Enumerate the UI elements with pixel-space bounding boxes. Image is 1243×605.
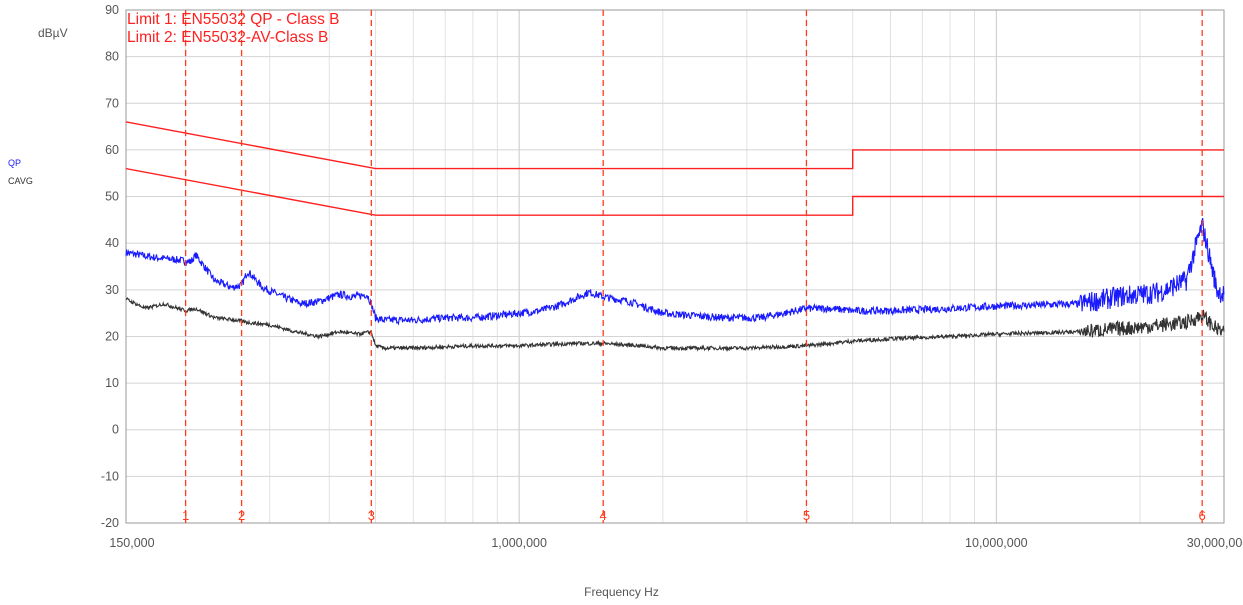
legend-qp: QP	[8, 158, 22, 168]
x-tick-label: 10,000,000	[965, 536, 1028, 550]
y-tick-label: -20	[101, 516, 119, 530]
series-cavg-line	[125, 297, 1225, 352]
y-tick-label: 90	[105, 3, 119, 17]
plot-area	[126, 10, 1224, 523]
marker-label-3: 3	[368, 508, 375, 523]
legend-cavg: CAVG	[8, 176, 33, 186]
y-tick-label: 40	[105, 236, 119, 250]
marker-label-2: 2	[238, 508, 245, 523]
limit-line-1	[125, 121, 1224, 170]
plot-frame	[125, 9, 1225, 524]
y-tick-label: 60	[105, 143, 119, 157]
y-tick-label: 50	[105, 190, 119, 204]
limit-2-annotation: Limit 2: EN55032-AV-Class B	[127, 29, 329, 46]
y-tick-label: 0	[112, 423, 119, 437]
marker-label-1: 1	[182, 508, 189, 523]
x-tick-label: 30,000,000	[1187, 536, 1243, 550]
x-tick-label: 150,000	[109, 536, 154, 550]
marker-label-4: 4	[600, 508, 607, 523]
x-tick-label: 1,000,000	[491, 536, 547, 550]
y-tick-label: 70	[105, 96, 119, 110]
limit-1-annotation: Limit 1: EN55032 QP - Class B	[127, 11, 340, 28]
y-tick-label: 10	[105, 376, 119, 390]
y-tick-label: 80	[105, 50, 119, 64]
marker-label-6: 6	[1199, 508, 1206, 523]
y-tick-label: 20	[105, 329, 119, 343]
series-qp-line	[125, 217, 1225, 326]
y-tick-label: 30	[105, 283, 119, 297]
y-axis-label: dBµV	[38, 26, 68, 40]
marker-label-5: 5	[803, 508, 810, 523]
x-axis-label: Frequency Hz	[584, 585, 659, 599]
y-tick-label: -10	[101, 469, 119, 483]
limit-line-2	[125, 167, 1224, 216]
